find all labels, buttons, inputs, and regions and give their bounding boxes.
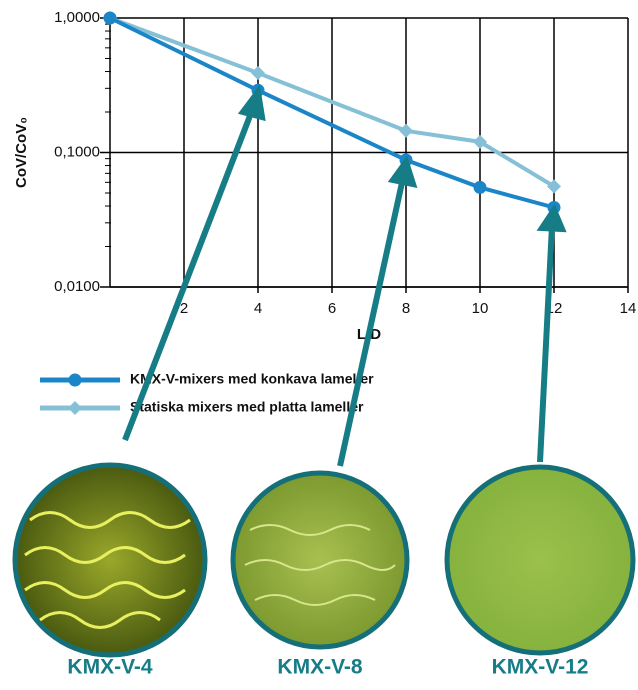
sample-image bbox=[447, 467, 633, 653]
legend-marker bbox=[69, 374, 82, 387]
chart: 1,00000,10000,01002468101214L/DCoV/CoV₀K… bbox=[0, 0, 638, 690]
marker bbox=[474, 181, 487, 194]
sample-label: KMX-V-12 bbox=[492, 656, 589, 679]
sample-images bbox=[15, 465, 633, 655]
y-axis-label: CoV/CoV₀ bbox=[13, 117, 30, 188]
x-tick-label: 8 bbox=[402, 300, 410, 317]
y-tick-label: 0,1000 bbox=[54, 143, 100, 160]
x-tick-label: 14 bbox=[620, 300, 637, 317]
marker bbox=[251, 66, 265, 80]
marker bbox=[399, 124, 413, 138]
y-tick-label: 1,0000 bbox=[54, 9, 100, 26]
legend-marker bbox=[68, 401, 82, 415]
legend-label: KMX-V-mixers med konkava lameller bbox=[130, 371, 374, 387]
sample-label: KMX-V-8 bbox=[277, 656, 363, 679]
x-tick-label: 6 bbox=[328, 300, 336, 317]
legend-label: Statiska mixers med platta lameller bbox=[130, 399, 364, 415]
marker bbox=[104, 12, 117, 25]
x-tick-label: 4 bbox=[254, 300, 262, 317]
y-tick-label: 0,0100 bbox=[54, 278, 100, 295]
sample-label: KMX-V-4 bbox=[67, 656, 153, 679]
x-tick-label: 10 bbox=[472, 300, 489, 317]
